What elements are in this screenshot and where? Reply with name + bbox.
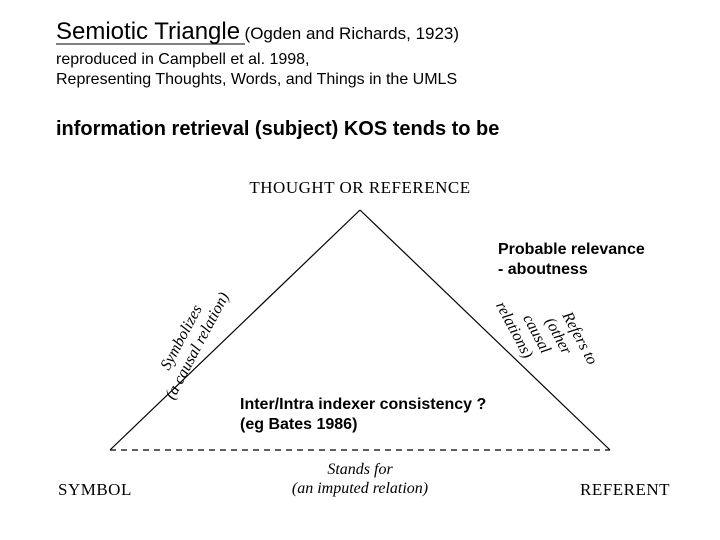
edge-label-bottom-line1: Stands for: [0, 460, 720, 479]
annotation-right-line1: Probable relevance: [498, 240, 645, 260]
edge-label-left: Symbolizes (a causal relation): [146, 281, 233, 402]
edge-label-bottom-line2: (an imputed relation): [0, 479, 720, 498]
vertex-label-top: THOUGHT OR REFERENCE: [0, 178, 720, 198]
annotation-right: Probable relevance - aboutness: [498, 240, 645, 280]
annotation-inner-line2: (eg Bates 1986): [240, 415, 486, 435]
annotation-inner-line1: Inter/Intra indexer consistency ?: [240, 395, 486, 415]
annotation-inner: Inter/Intra indexer consistency ? (eg Ba…: [240, 395, 486, 435]
page: Semiotic Triangle (Ogden and Richards, 1…: [0, 0, 720, 540]
edge-label-right: Refers to (other causal relations): [492, 274, 600, 393]
edge-label-bottom: Stands for (an imputed relation): [0, 460, 720, 498]
annotation-right-line2: - aboutness: [498, 260, 645, 280]
